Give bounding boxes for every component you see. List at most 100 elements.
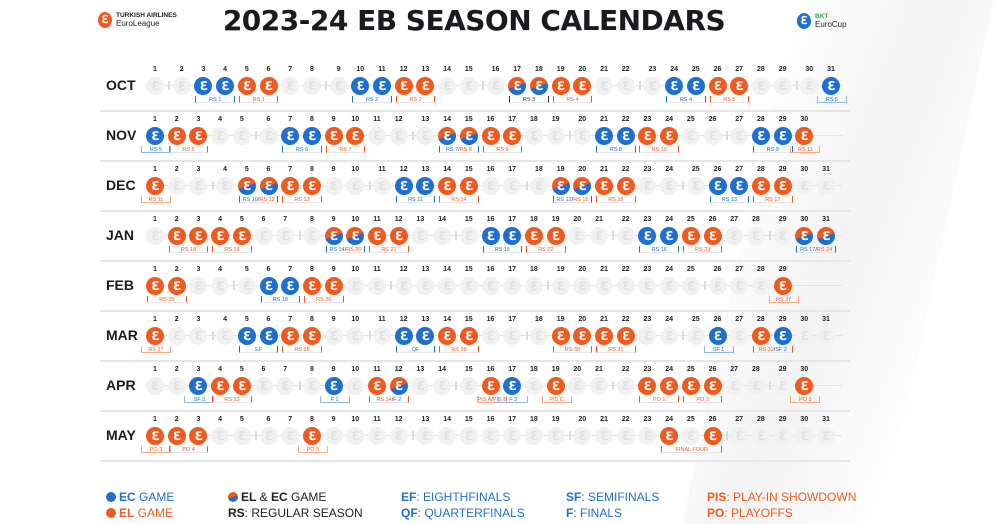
ec-game-icon[interactable]: ℇ (686, 77, 705, 95)
el-game-icon[interactable]: ℇ (795, 377, 814, 395)
ec-game-icon[interactable]: ℇ (730, 177, 749, 195)
el-game-icon[interactable]: ℇ (211, 227, 230, 245)
el-game-icon[interactable]: ℇ (324, 277, 343, 295)
ec-game-icon[interactable]: ℇ (394, 177, 413, 195)
el-game-icon[interactable]: ℇ (232, 227, 251, 245)
el-game-icon[interactable]: ℇ (573, 77, 592, 95)
el-game-icon[interactable]: ℇ (324, 127, 343, 145)
el-game-icon[interactable]: ℇ (302, 427, 321, 445)
el-game-icon[interactable]: ℇ (751, 327, 770, 345)
el-ec-game-icon[interactable]: ℇ (438, 127, 457, 145)
ec-game-icon[interactable]: ℇ (324, 377, 343, 395)
el-ec-game-icon[interactable]: ℇ (573, 177, 592, 195)
ec-game-icon[interactable]: ℇ (595, 127, 613, 145)
el-game-icon[interactable]: ℇ (595, 177, 613, 195)
el-game-icon[interactable]: ℇ (146, 177, 164, 195)
ec-game-icon[interactable]: ℇ (146, 127, 164, 145)
ec-game-icon[interactable]: ℇ (281, 127, 300, 145)
el-game-icon[interactable]: ℇ (438, 177, 457, 195)
ec-game-icon[interactable]: ℇ (822, 77, 840, 95)
el-game-icon[interactable]: ℇ (795, 127, 814, 145)
el-game-icon[interactable]: ℇ (211, 377, 230, 395)
ec-game-icon[interactable]: ℇ (416, 327, 435, 345)
el-game-icon[interactable]: ℇ (681, 377, 700, 395)
el-ec-game-icon[interactable]: ℇ (551, 177, 570, 195)
ec-game-icon[interactable]: ℇ (373, 77, 391, 95)
el-game-icon[interactable]: ℇ (167, 227, 186, 245)
ec-game-icon[interactable]: ℇ (481, 227, 500, 245)
el-ec-game-icon[interactable]: ℇ (259, 177, 278, 195)
el-game-icon[interactable]: ℇ (281, 327, 300, 345)
el-game-icon[interactable]: ℇ (660, 377, 679, 395)
ec-game-icon[interactable]: ℇ (194, 77, 213, 95)
el-ec-game-icon[interactable]: ℇ (459, 127, 478, 145)
el-ec-game-icon[interactable]: ℇ (324, 227, 343, 245)
ec-game-icon[interactable]: ℇ (416, 177, 435, 195)
el-game-icon[interactable]: ℇ (146, 327, 164, 345)
ec-game-icon[interactable]: ℇ (503, 227, 522, 245)
el-game-icon[interactable]: ℇ (416, 77, 435, 95)
el-game-icon[interactable]: ℇ (189, 127, 208, 145)
el-game-icon[interactable]: ℇ (703, 427, 722, 445)
ec-game-icon[interactable]: ℇ (216, 77, 235, 95)
ec-game-icon[interactable]: ℇ (394, 327, 413, 345)
el-game-icon[interactable]: ℇ (459, 327, 478, 345)
el-ec-game-icon[interactable]: ℇ (346, 227, 365, 245)
el-game-icon[interactable]: ℇ (708, 77, 727, 95)
ec-game-icon[interactable]: ℇ (773, 327, 792, 345)
el-game-icon[interactable]: ℇ (459, 177, 478, 195)
el-game-icon[interactable]: ℇ (368, 377, 386, 395)
el-game-icon[interactable]: ℇ (730, 77, 749, 95)
el-game-icon[interactable]: ℇ (389, 227, 408, 245)
el-game-icon[interactable]: ℇ (302, 277, 321, 295)
ec-game-icon[interactable]: ℇ (237, 327, 256, 345)
el-game-icon[interactable]: ℇ (237, 77, 256, 95)
el-game-icon[interactable]: ℇ (595, 327, 613, 345)
el-ec-game-icon[interactable]: ℇ (795, 227, 814, 245)
el-game-icon[interactable]: ℇ (302, 327, 321, 345)
el-game-icon[interactable]: ℇ (438, 327, 457, 345)
el-game-icon[interactable]: ℇ (368, 227, 386, 245)
ec-game-icon[interactable]: ℇ (616, 127, 635, 145)
el-game-icon[interactable]: ℇ (703, 377, 722, 395)
el-game-icon[interactable]: ℇ (481, 377, 500, 395)
el-game-icon[interactable]: ℇ (524, 227, 543, 245)
ec-game-icon[interactable]: ℇ (708, 327, 727, 345)
el-ec-game-icon[interactable]: ℇ (817, 227, 835, 245)
el-game-icon[interactable]: ℇ (751, 177, 770, 195)
el-game-icon[interactable]: ℇ (551, 77, 570, 95)
el-game-icon[interactable]: ℇ (503, 127, 522, 145)
el-game-icon[interactable]: ℇ (660, 127, 679, 145)
ec-game-icon[interactable]: ℇ (189, 377, 208, 395)
el-game-icon[interactable]: ℇ (616, 327, 635, 345)
ec-game-icon[interactable]: ℇ (503, 377, 522, 395)
el-game-icon[interactable]: ℇ (773, 177, 792, 195)
el-ec-game-icon[interactable]: ℇ (389, 377, 408, 395)
ec-game-icon[interactable]: ℇ (259, 327, 278, 345)
el-game-icon[interactable]: ℇ (703, 227, 722, 245)
el-game-icon[interactable]: ℇ (481, 127, 500, 145)
el-game-icon[interactable]: ℇ (660, 427, 679, 445)
el-ec-game-icon[interactable]: ℇ (529, 77, 548, 95)
el-game-icon[interactable]: ℇ (167, 277, 186, 295)
ec-game-icon[interactable]: ℇ (773, 127, 792, 145)
ec-game-icon[interactable]: ℇ (751, 127, 770, 145)
ec-game-icon[interactable]: ℇ (351, 77, 370, 95)
ec-game-icon[interactable]: ℇ (281, 277, 300, 295)
el-game-icon[interactable]: ℇ (302, 177, 321, 195)
ec-game-icon[interactable]: ℇ (665, 77, 684, 95)
el-game-icon[interactable]: ℇ (638, 127, 657, 145)
el-game-icon[interactable]: ℇ (167, 427, 186, 445)
ec-game-icon[interactable]: ℇ (302, 127, 321, 145)
el-game-icon[interactable]: ℇ (546, 377, 565, 395)
el-game-icon[interactable]: ℇ (146, 277, 164, 295)
el-game-icon[interactable]: ℇ (573, 327, 592, 345)
el-game-icon[interactable]: ℇ (189, 227, 208, 245)
ec-game-icon[interactable]: ℇ (660, 227, 679, 245)
el-game-icon[interactable]: ℇ (259, 77, 278, 95)
el-game-icon[interactable]: ℇ (189, 427, 208, 445)
el-game-icon[interactable]: ℇ (773, 277, 792, 295)
el-game-icon[interactable]: ℇ (616, 177, 635, 195)
el-ec-game-icon[interactable]: ℇ (237, 177, 256, 195)
ec-game-icon[interactable]: ℇ (638, 227, 657, 245)
